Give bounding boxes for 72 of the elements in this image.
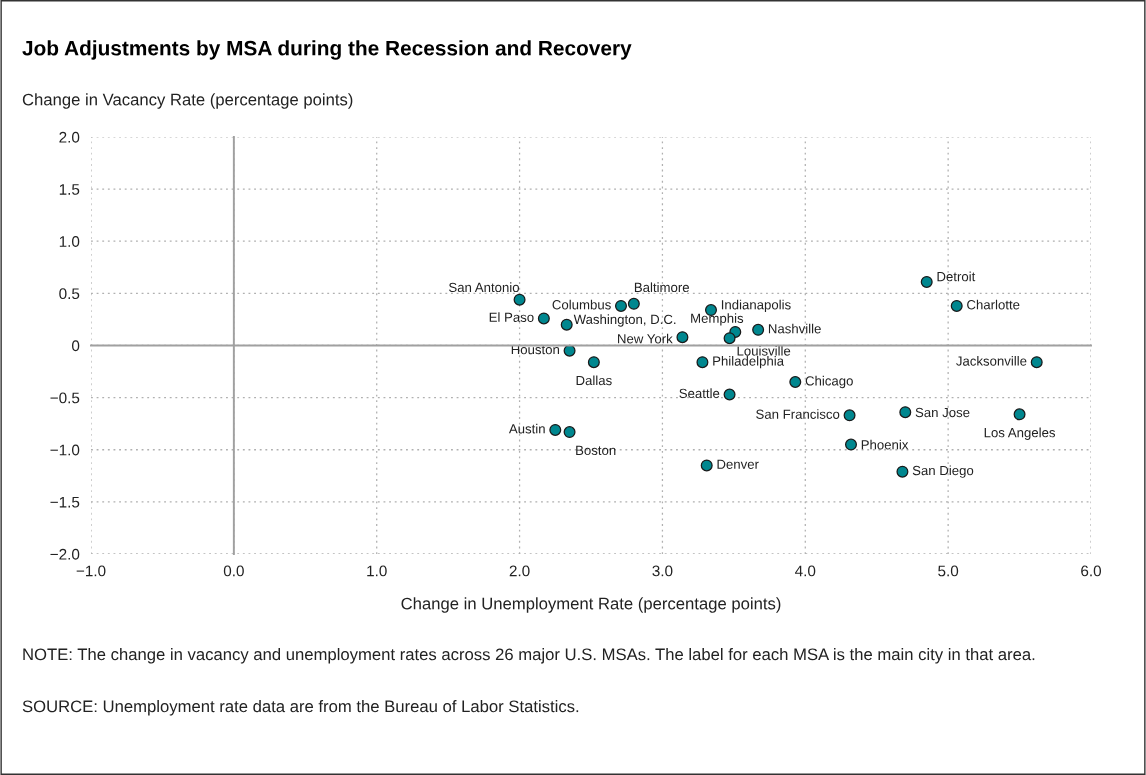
point <box>676 331 689 344</box>
annotation: Boston <box>576 445 616 456</box>
annotation: Los Angeles <box>984 427 1056 440</box>
annotation: Houston <box>511 345 559 355</box>
point <box>723 332 736 345</box>
annotation: Charlotte <box>967 299 1020 310</box>
annotation: Denver <box>717 459 759 469</box>
annotation: Washington, D.C. <box>573 314 676 327</box>
y-tick-label: 1.0 <box>59 236 80 247</box>
annotation: New York <box>618 333 673 344</box>
annotation: Austin <box>508 423 545 434</box>
annotation: Jacksonville <box>956 356 1027 366</box>
y-tick-label: −0.5 <box>50 392 80 404</box>
annotation: Columbus <box>552 299 611 310</box>
annotation: Baltimore <box>634 282 689 293</box>
x-axis-title: Change in Unemployment Rate (percentage points) <box>401 597 781 613</box>
y-tick-label: −1.0 <box>50 444 80 456</box>
point <box>537 312 550 325</box>
point <box>752 323 765 336</box>
x-tick-label: 2.0 <box>509 565 530 577</box>
source-note: SOURCE: Unemployment rate data are from the Bureau of Labor Statistics. <box>22 700 579 716</box>
x-tick-label: −1.0 <box>76 565 106 577</box>
y-tick-label: −2.0 <box>50 548 80 560</box>
point <box>844 438 858 451</box>
annotation: Phoenix <box>861 439 909 450</box>
point <box>896 465 909 478</box>
point <box>627 297 640 310</box>
y-axis-title: Change in Vacancy Rate (percentage points) <box>22 93 353 109</box>
annotation: San Jose <box>915 407 970 418</box>
point <box>789 375 802 388</box>
point <box>560 318 573 331</box>
point <box>563 344 576 357</box>
annotation: Indianapolis <box>721 299 791 313</box>
y-tick-label: −1.5 <box>50 496 80 508</box>
point <box>1030 356 1043 369</box>
annotation: Nashville <box>768 323 821 334</box>
point <box>899 406 912 419</box>
annotation: Seattle <box>679 388 720 399</box>
text: NOTE: The change in vacancy and unemployment rates across 26 major U.S. MSAs. The label for each MSA is the main city in that area. <box>23 648 1035 664</box>
annotation: Memphis <box>691 313 744 326</box>
x-tick-label: 5.0 <box>938 565 959 577</box>
annotation: Dallas <box>576 375 612 386</box>
x-tick-label: 4.0 <box>795 565 816 577</box>
point <box>843 409 856 422</box>
y-tick-label: 2.0 <box>59 131 80 143</box>
x-tick-label: 3.0 <box>652 565 673 577</box>
point <box>1013 408 1026 421</box>
point <box>549 423 562 436</box>
annotation: San Diego <box>912 465 974 478</box>
y-tick-label: 0.5 <box>59 288 80 300</box>
point <box>723 388 736 401</box>
annotation: Philadelphia <box>713 356 785 369</box>
chart-title: Job Adjustments by MSA during the Recession and Recovery <box>22 40 632 60</box>
x-tick-label: 1.0 <box>367 565 387 577</box>
annotation: Detroit <box>937 271 976 282</box>
annotation: El Paso <box>489 312 534 322</box>
point <box>587 356 600 369</box>
point <box>920 275 933 288</box>
point <box>700 459 713 472</box>
annotation: San Francisco <box>756 409 840 419</box>
point <box>614 299 628 312</box>
y-tick-label: 1.5 <box>59 184 80 195</box>
point <box>513 293 526 306</box>
y-tick-label: 0 <box>71 340 80 352</box>
point <box>696 356 709 369</box>
annotation: Chicago <box>805 375 853 389</box>
annotation: Louisville <box>737 345 791 356</box>
x-tick-label: 6.0 <box>1081 565 1102 577</box>
point <box>950 299 963 312</box>
annotation: San Antonio <box>449 282 520 293</box>
point <box>563 426 576 439</box>
x-tick-label: 0.0 <box>223 565 244 577</box>
